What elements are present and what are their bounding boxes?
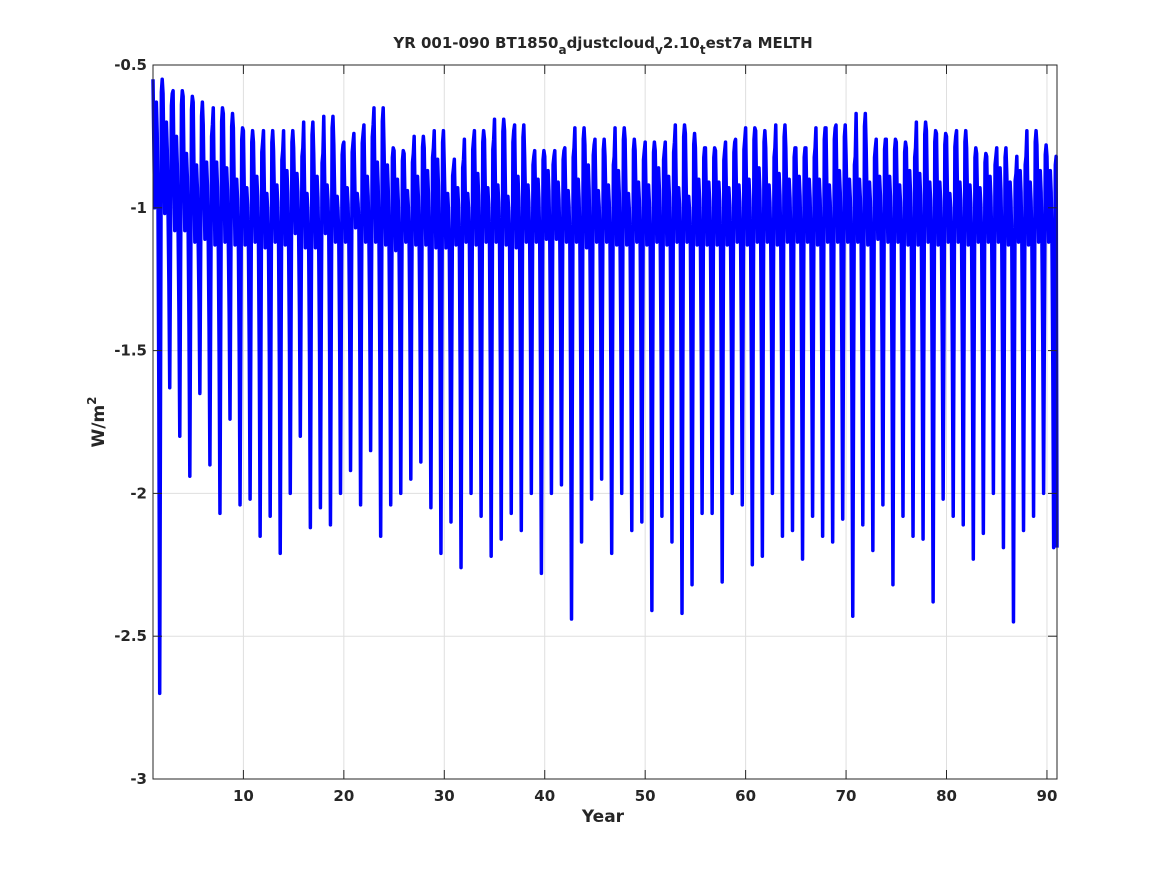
y-tick-label: -1.5 xyxy=(114,342,147,360)
y-tick-label: -3 xyxy=(130,770,147,788)
x-tick-label: 30 xyxy=(434,787,455,805)
x-tick-label: 50 xyxy=(635,787,656,805)
y-tick-label: -2.5 xyxy=(114,627,147,645)
y-axis-unit-exponent: 2 xyxy=(85,396,99,404)
melth-series-line xyxy=(151,77,1059,696)
x-tick-label: 70 xyxy=(836,787,857,805)
x-tick-label: 40 xyxy=(534,787,555,805)
chart-title-segment: djustcloud xyxy=(567,34,655,52)
plot-frame xyxy=(152,64,1058,780)
x-tick-label: 80 xyxy=(936,787,957,805)
y-tick-label: -1 xyxy=(130,199,147,217)
chart-title-segment: YR 001-090 BT1850 xyxy=(392,34,558,52)
chart-title-segment: a xyxy=(558,43,566,57)
x-axis-title: Year xyxy=(581,807,625,827)
y-axis-title: W/m2 xyxy=(85,396,109,447)
x-tick-label: 90 xyxy=(1037,787,1058,805)
y-axis-unit: W/m xyxy=(89,405,109,448)
ticks xyxy=(153,64,1057,780)
x-tick-label: 20 xyxy=(333,787,354,805)
y-tick-label: -0.5 xyxy=(114,56,147,74)
chart-title-segment: v xyxy=(655,43,663,57)
chart-title-segment: 2.10 xyxy=(663,34,700,52)
x-tick-label: 10 xyxy=(233,787,254,805)
chart-title-segment: t xyxy=(700,43,706,57)
y-tick-labels: -0.5 -1 -1.5 -2 -2.5 -3 xyxy=(114,56,147,788)
chart-title-segment: est7a MELTH xyxy=(706,34,813,52)
x-tick-labels: 10 20 30 40 50 60 70 80 90 xyxy=(233,787,1057,805)
series-layer xyxy=(151,77,1059,696)
x-tick-label: 60 xyxy=(735,787,756,805)
chart-title: YR 001-090 BT1850adjustcloudv2.10test7a … xyxy=(392,34,812,57)
y-tick-label: -2 xyxy=(130,484,147,502)
